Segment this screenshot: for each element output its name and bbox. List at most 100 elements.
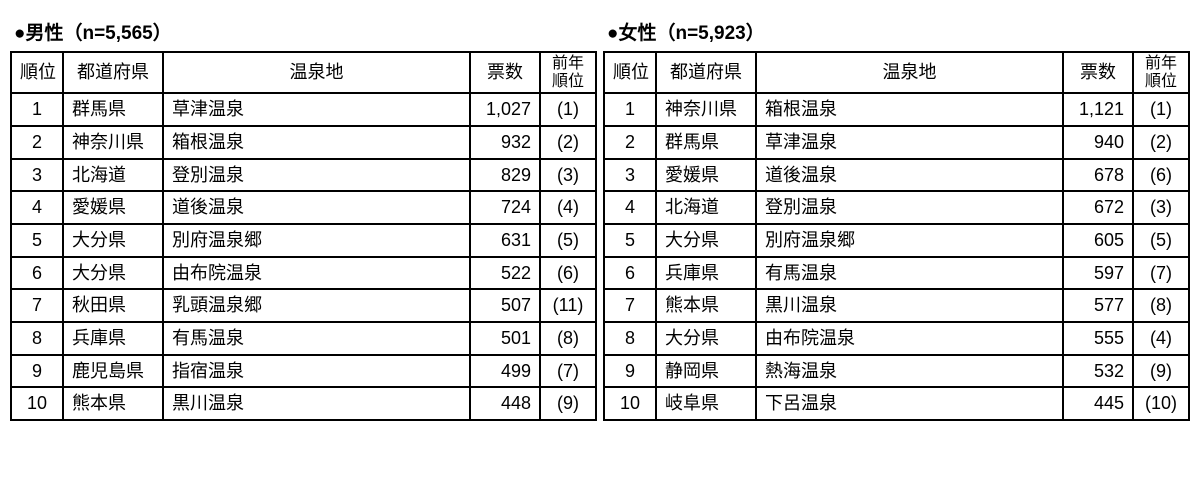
cell-prev-rank: (6) bbox=[1133, 159, 1189, 192]
cell-prev-rank: (4) bbox=[1133, 322, 1189, 355]
female-title: ●女性（n=5,923） bbox=[607, 18, 1190, 45]
table-row: 9静岡県熱海温泉532(9) bbox=[604, 355, 1189, 388]
cell-prev-rank: (1) bbox=[1133, 93, 1189, 126]
table-row: 9鹿児島県指宿温泉499(7) bbox=[11, 355, 596, 388]
cell-prefecture: 兵庫県 bbox=[63, 322, 163, 355]
cell-rank: 5 bbox=[604, 224, 656, 257]
male-title: ●男性（n=5,565） bbox=[14, 18, 597, 45]
cell-votes: 829 bbox=[470, 159, 540, 192]
cell-prefecture: 北海道 bbox=[63, 159, 163, 192]
cell-prefecture: 北海道 bbox=[656, 191, 756, 224]
cell-prefecture: 熊本県 bbox=[656, 289, 756, 322]
table-row: 6大分県由布院温泉522(6) bbox=[11, 257, 596, 290]
cell-rank: 4 bbox=[11, 191, 63, 224]
table-row: 2群馬県草津温泉940(2) bbox=[604, 126, 1189, 159]
cell-prefecture: 神奈川県 bbox=[656, 93, 756, 126]
cell-prev-rank: (6) bbox=[540, 257, 596, 290]
cell-prev-rank: (9) bbox=[1133, 355, 1189, 388]
col-name: 温泉地 bbox=[756, 52, 1063, 93]
cell-name: 有馬温泉 bbox=[756, 257, 1063, 290]
col-rank: 順位 bbox=[604, 52, 656, 93]
table-row: 5大分県別府温泉郷631(5) bbox=[11, 224, 596, 257]
cell-prev-rank: (2) bbox=[1133, 126, 1189, 159]
table-row: 1神奈川県箱根温泉1,121(1) bbox=[604, 93, 1189, 126]
table-row: 8兵庫県有馬温泉501(8) bbox=[11, 322, 596, 355]
table-row: 2神奈川県箱根温泉932(2) bbox=[11, 126, 596, 159]
col-prev-rank: 前年 順位 bbox=[540, 52, 596, 93]
cell-rank: 7 bbox=[604, 289, 656, 322]
table-row: 3愛媛県道後温泉678(6) bbox=[604, 159, 1189, 192]
cell-name: 黒川温泉 bbox=[163, 387, 470, 420]
cell-name: 道後温泉 bbox=[756, 159, 1063, 192]
cell-name: 箱根温泉 bbox=[163, 126, 470, 159]
tables-container: ●男性（n=5,565） 順位 都道府県 温泉地 票数 前年 順位 1 群馬県 草津… bbox=[10, 18, 1190, 421]
cell-rank: 5 bbox=[11, 224, 63, 257]
cell-prev-rank: (3) bbox=[1133, 191, 1189, 224]
cell-prefecture: 神奈川県 bbox=[63, 126, 163, 159]
header-row: 順位 都道府県 温泉地 票数 前年 順位 bbox=[604, 52, 1189, 93]
cell-rank: 6 bbox=[604, 257, 656, 290]
cell-rank: 2 bbox=[11, 126, 63, 159]
cell-rank: 3 bbox=[11, 159, 63, 192]
cell-votes: 1,027 bbox=[470, 93, 540, 126]
cell-name: 別府温泉郷 bbox=[163, 224, 470, 257]
table-row: 10岐阜県下呂温泉445(10) bbox=[604, 387, 1189, 420]
cell-prefecture: 熊本県 bbox=[63, 387, 163, 420]
cell-prefecture: 鹿児島県 bbox=[63, 355, 163, 388]
table-row: 7秋田県乳頭温泉郷507(11) bbox=[11, 289, 596, 322]
cell-votes: 555 bbox=[1063, 322, 1133, 355]
cell-prefecture: 大分県 bbox=[656, 322, 756, 355]
cell-name: 草津温泉 bbox=[163, 93, 470, 126]
male-tbody: 1群馬県草津温泉1,027(1)2神奈川県箱根温泉932(2)3北海道登別温泉8… bbox=[11, 93, 596, 420]
cell-prefecture: 群馬県 bbox=[656, 126, 756, 159]
cell-prefecture: 愛媛県 bbox=[63, 191, 163, 224]
cell-name: 箱根温泉 bbox=[756, 93, 1063, 126]
col-prefecture: 都道府県 bbox=[63, 52, 163, 93]
cell-prefecture: 秋田県 bbox=[63, 289, 163, 322]
col-rank: 順位 bbox=[11, 52, 63, 93]
cell-name: 有馬温泉 bbox=[163, 322, 470, 355]
col-prev-l1: 前年 bbox=[1145, 55, 1177, 72]
cell-rank: 8 bbox=[11, 322, 63, 355]
female-panel: ●女性（n=5,923） 順位 都道府県 温泉地 票数 前年 順位 1神奈川県箱… bbox=[603, 18, 1190, 421]
col-prev-l2: 順位 bbox=[552, 73, 584, 90]
cell-prev-rank: (3) bbox=[540, 159, 596, 192]
cell-votes: 507 bbox=[470, 289, 540, 322]
table-row: 10熊本県黒川温泉448(9) bbox=[11, 387, 596, 420]
cell-votes: 672 bbox=[1063, 191, 1133, 224]
cell-prev-rank: (7) bbox=[540, 355, 596, 388]
cell-name: 別府温泉郷 bbox=[756, 224, 1063, 257]
table-row: 6兵庫県有馬温泉597(7) bbox=[604, 257, 1189, 290]
cell-rank: 4 bbox=[604, 191, 656, 224]
cell-name: 登別温泉 bbox=[756, 191, 1063, 224]
cell-name: 登別温泉 bbox=[163, 159, 470, 192]
col-prefecture: 都道府県 bbox=[656, 52, 756, 93]
cell-prev-rank: (5) bbox=[540, 224, 596, 257]
cell-rank: 6 bbox=[11, 257, 63, 290]
cell-prev-rank: (11) bbox=[540, 289, 596, 322]
cell-prefecture: 兵庫県 bbox=[656, 257, 756, 290]
table-row: 7熊本県黒川温泉577(8) bbox=[604, 289, 1189, 322]
cell-votes: 1,121 bbox=[1063, 93, 1133, 126]
cell-votes: 448 bbox=[470, 387, 540, 420]
cell-votes: 499 bbox=[470, 355, 540, 388]
cell-prev-rank: (9) bbox=[540, 387, 596, 420]
cell-prefecture: 大分県 bbox=[656, 224, 756, 257]
cell-votes: 501 bbox=[470, 322, 540, 355]
cell-votes: 532 bbox=[1063, 355, 1133, 388]
table-row: 4北海道登別温泉672(3) bbox=[604, 191, 1189, 224]
col-votes: 票数 bbox=[1063, 52, 1133, 93]
cell-votes: 445 bbox=[1063, 387, 1133, 420]
header-row: 順位 都道府県 温泉地 票数 前年 順位 bbox=[11, 52, 596, 93]
cell-votes: 605 bbox=[1063, 224, 1133, 257]
cell-prev-rank: (1) bbox=[540, 93, 596, 126]
col-name: 温泉地 bbox=[163, 52, 470, 93]
cell-prefecture: 愛媛県 bbox=[656, 159, 756, 192]
cell-prefecture: 岐阜県 bbox=[656, 387, 756, 420]
cell-prefecture: 大分県 bbox=[63, 257, 163, 290]
cell-votes: 522 bbox=[470, 257, 540, 290]
table-row: 8大分県由布院温泉555(4) bbox=[604, 322, 1189, 355]
cell-rank: 1 bbox=[11, 93, 63, 126]
col-prev-rank: 前年 順位 bbox=[1133, 52, 1189, 93]
cell-votes: 597 bbox=[1063, 257, 1133, 290]
